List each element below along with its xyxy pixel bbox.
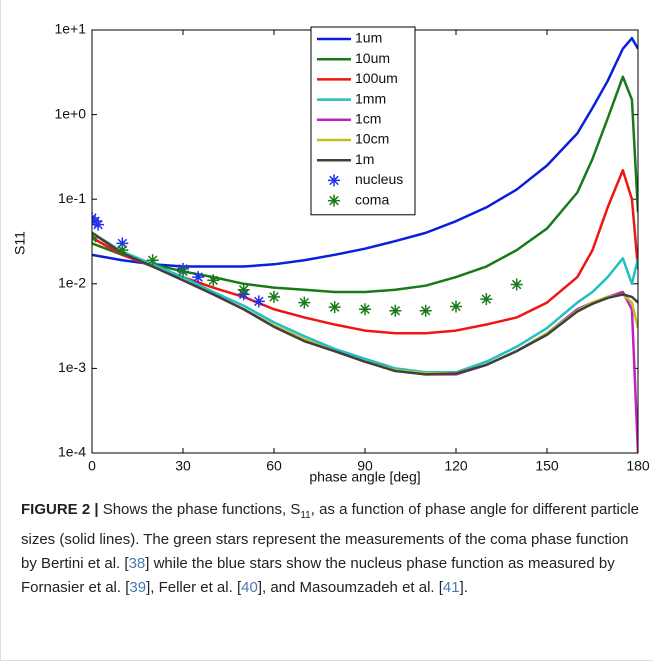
legend-label: 1cm: [355, 111, 381, 127]
y-tick-label: 1e+0: [54, 105, 86, 121]
star-marker: [480, 293, 493, 306]
legend-label: 1mm: [355, 90, 386, 106]
star-marker: [268, 290, 280, 303]
star-marker: [510, 278, 523, 291]
caption-text: ] while the blue stars show the nucleus …: [21, 555, 615, 596]
y-tick-label: 1e+1: [54, 21, 86, 37]
star-marker: [116, 244, 129, 257]
x-tick-label: 0: [88, 458, 96, 474]
caption-text: 41: [442, 579, 460, 596]
caption: FIGURE 2 | Shows the phase functions, S1…: [21, 498, 641, 600]
chart: S11 phase angle [deg] 1e-4 1e-3 1e-2 1e-1 1e…: [12, 21, 650, 485]
caption-text: 11: [300, 510, 311, 521]
series-line: [92, 231, 638, 374]
x-tick-label: 90: [357, 458, 373, 474]
caption-text: ], and Masoumzadeh et al. [: [257, 579, 443, 596]
star-marker: [92, 218, 105, 231]
y-tick-label: 1e-4: [58, 444, 86, 460]
plot-area: [92, 36, 638, 453]
star-marker: [419, 304, 432, 317]
legend-label: 1um: [355, 30, 382, 46]
star-marker: [359, 303, 371, 316]
caption-text: 39: [129, 579, 147, 596]
star-marker: [146, 254, 159, 267]
star-marker: [177, 265, 189, 278]
caption-text: Shows the phase functions, S: [98, 501, 301, 518]
star-marker: [192, 271, 205, 284]
star-marker: [389, 304, 402, 317]
x-tick-label: 60: [266, 458, 282, 474]
y-tick-label: 1e-2: [58, 275, 86, 291]
caption-text: ].: [459, 579, 468, 596]
star-marker: [328, 301, 341, 314]
legend-label: nucleus: [355, 171, 403, 187]
x-tick-label: 180: [626, 458, 650, 474]
legend-label: 10cm: [355, 131, 389, 147]
x-tick-label: 30: [175, 458, 191, 474]
legend-label: 10um: [355, 50, 390, 66]
series-line: [92, 231, 638, 376]
caption-text: FIGURE 2 |: [21, 501, 99, 518]
legend-marker: [328, 194, 340, 207]
legend-label: coma: [355, 191, 389, 207]
x-tick-label: 150: [535, 458, 559, 474]
series-line: [92, 231, 638, 375]
y-tick-label: 1e-3: [58, 359, 86, 375]
caption-text: 38: [128, 555, 146, 572]
star-marker: [237, 283, 250, 296]
caption-text: ], Feller et al. [: [146, 579, 242, 596]
legend-label: 1m: [355, 151, 374, 167]
caption-text: 40: [241, 579, 258, 596]
y-axis-label: S11: [12, 231, 28, 255]
x-tick-label: 120: [444, 458, 468, 474]
y-tick-label: 1e-1: [58, 190, 86, 206]
legend-marker: [328, 174, 340, 187]
star-marker: [298, 296, 311, 309]
series-line: [92, 36, 638, 268]
star-marker: [116, 237, 129, 250]
star-marker: [252, 295, 265, 308]
star-marker: [207, 274, 220, 287]
caption-text: , as a function of phase angle for diffe…: [21, 501, 639, 572]
legend-label: 100um: [355, 70, 398, 86]
star-marker: [450, 300, 462, 313]
x-axis-label: phase angle [deg]: [309, 469, 420, 485]
